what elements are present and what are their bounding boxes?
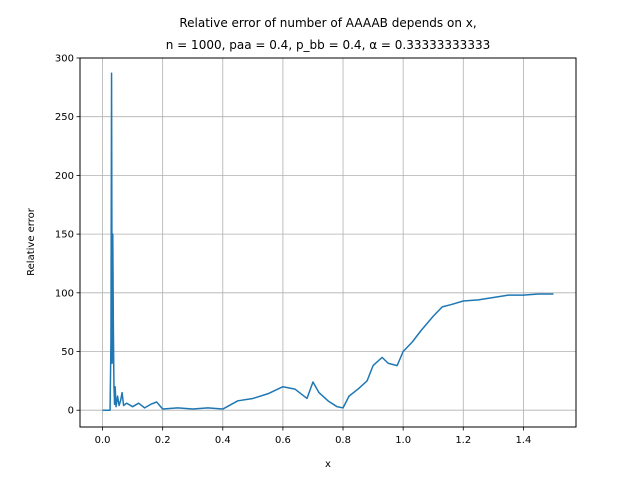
x-tick-label: 1.4 [515, 435, 531, 446]
x-tick-label: 0.2 [155, 435, 171, 446]
x-axis-label: x [325, 459, 331, 470]
plot-frame [79, 57, 577, 428]
y-tick-label: 50 [61, 347, 74, 358]
y-tick-label: 200 [55, 171, 74, 182]
x-tick-label: 0.8 [335, 435, 351, 446]
series-line [102, 72, 554, 411]
y-axis: 0 50 100 150 200 250 300 [55, 54, 80, 417]
y-tick-label: 150 [55, 230, 74, 241]
y-tick-label: 100 [55, 288, 74, 299]
series-layer [102, 72, 554, 411]
chart-title-line2: n = 1000, paa = 0.4, p_bb = 0.4, α = 0.3… [166, 38, 490, 52]
x-tick-label: 0.4 [215, 435, 231, 446]
chart-title-line1: Relative error of number of AAAAB depend… [179, 16, 476, 30]
grid-lines [80, 57, 576, 427]
y-axis-label: Relative error [26, 207, 37, 276]
x-axis: 0.0 0.2 0.4 0.6 0.8 1.0 1.2 1.4 [95, 427, 531, 446]
y-tick-label: 0 [68, 406, 74, 417]
y-tick-label: 250 [55, 112, 74, 123]
y-tick-label: 300 [55, 54, 74, 65]
x-tick-label: 1.2 [455, 435, 471, 446]
x-tick-label: 0.0 [95, 435, 111, 446]
x-tick-label: 0.6 [275, 435, 291, 446]
x-tick-label: 1.0 [395, 435, 411, 446]
